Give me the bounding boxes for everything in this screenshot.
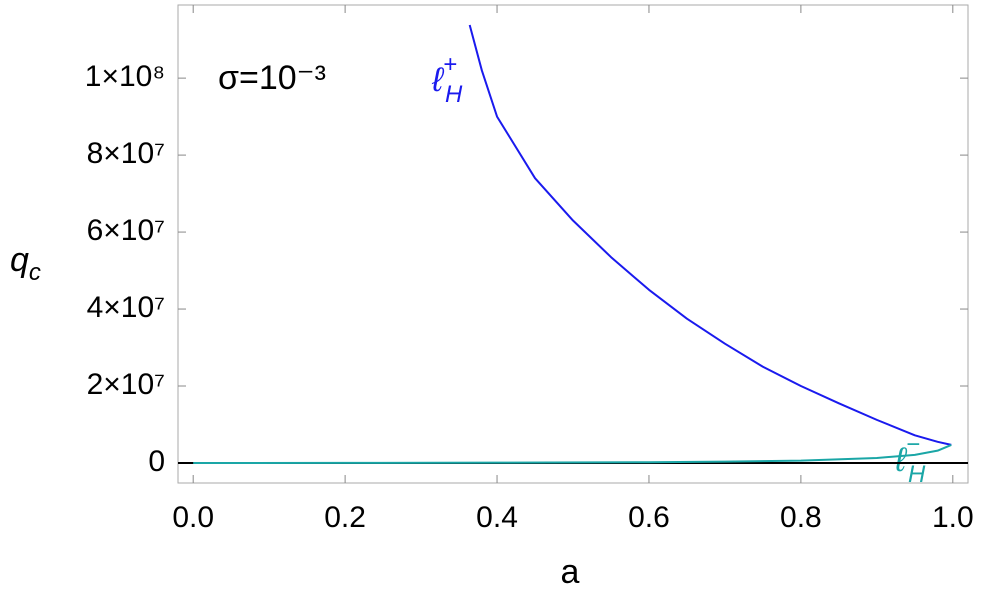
y-label-main: q: [10, 241, 29, 279]
x-axis-label: a: [561, 553, 580, 591]
y-tick-label: 1×10⁸: [85, 60, 165, 93]
series-label-sub: H: [908, 461, 926, 488]
y-tick-label: 0: [148, 445, 165, 478]
y-tick-label: 2×10⁷: [87, 368, 165, 401]
x-tick-label: 1.0: [932, 501, 974, 534]
x-tick-label: 0.8: [780, 501, 822, 534]
series-label: ℓ− H: [894, 431, 926, 488]
y-tick-label: 6×10⁷: [87, 214, 165, 247]
annotation: σ=10⁻³: [218, 59, 326, 97]
x-tick-label: 0.0: [172, 501, 214, 534]
y-tick-label: 4×10⁷: [87, 291, 165, 324]
series-label-sub: H: [445, 81, 463, 108]
plot-frame: [177, 4, 969, 484]
series-label-main: ℓ: [431, 61, 445, 99]
x-tick-label: 0.4: [476, 501, 518, 534]
series-line: [468, 24, 952, 446]
y-label-sub: c: [29, 259, 41, 286]
y-axis-label: qc: [10, 241, 41, 286]
y-tick-label: 8×10⁷: [87, 137, 165, 170]
series-label-sup: −: [906, 431, 920, 458]
series-label: ℓ+ H: [431, 51, 463, 108]
series-label-sup: +: [443, 51, 457, 78]
x-tick-label: 0.2: [324, 501, 366, 534]
series-line: [193, 443, 952, 464]
series-label-main: ℓ: [894, 441, 908, 479]
x-tick-label: 0.6: [628, 501, 670, 534]
